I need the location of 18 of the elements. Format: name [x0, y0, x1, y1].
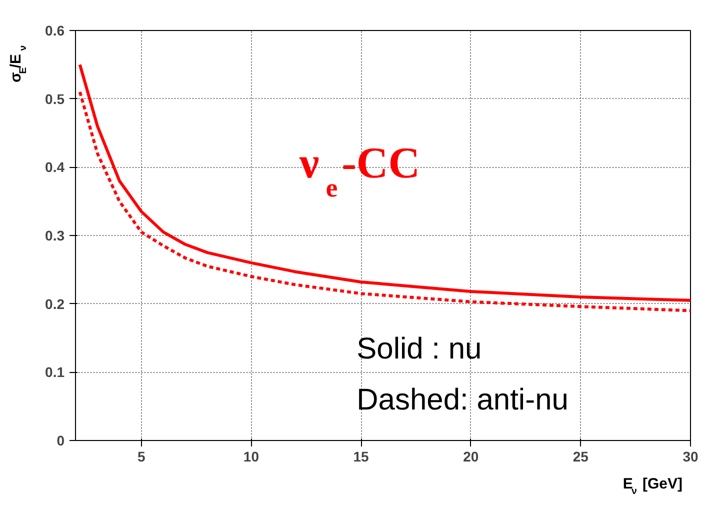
- y-axis-title: σE/Eν: [8, 45, 29, 82]
- line-series: [78, 63, 690, 302]
- x-tick-label: 15: [353, 448, 370, 464]
- y-tick-label: 0.6: [45, 22, 65, 38]
- annotation: Solid : nu: [356, 332, 482, 366]
- x-tick-label: 30: [682, 448, 698, 464]
- annotation: Dashed: anti-nu: [356, 384, 568, 417]
- y-tick-label: 0.4: [45, 159, 65, 176]
- y-tick-label: 0: [56, 432, 65, 448]
- y-tick-label: 0.5: [45, 90, 65, 107]
- y-tick-label: 0.3: [45, 228, 65, 244]
- x-tick-label: 25: [572, 448, 589, 464]
- x-tick-label: 20: [463, 448, 479, 464]
- x-tick-label: 10: [243, 448, 260, 464]
- y-tick-label: 0.1: [45, 364, 65, 380]
- line-series: [78, 90, 690, 312]
- y-tick-label: 0.2: [45, 296, 65, 312]
- x-tick-label: 5: [138, 448, 146, 464]
